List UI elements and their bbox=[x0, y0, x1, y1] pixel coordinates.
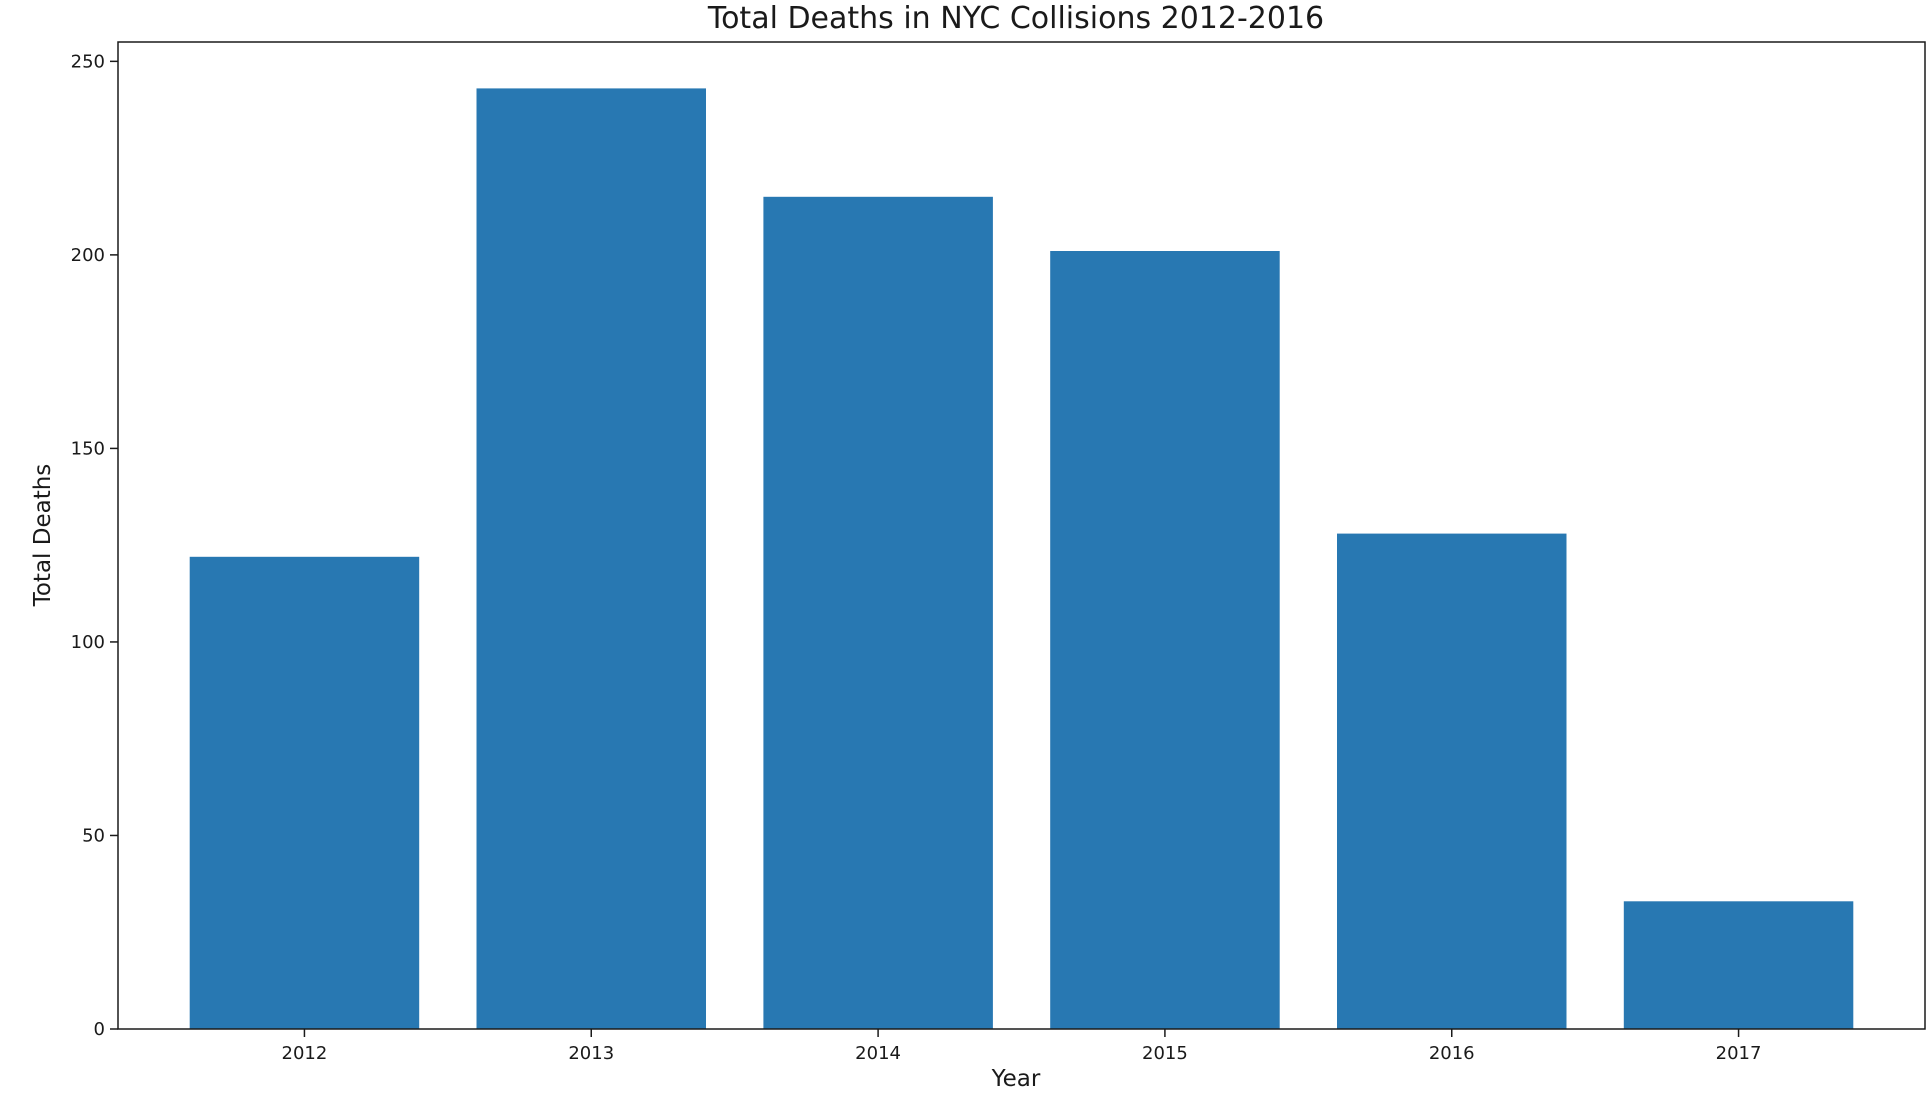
x-tick-label: 2016 bbox=[1429, 1043, 1475, 1064]
x-axis-title: Year bbox=[991, 1066, 1041, 1092]
bar-2015 bbox=[1050, 251, 1280, 1029]
bar-2016 bbox=[1337, 533, 1567, 1029]
chart-title: Total Deaths in NYC Collisions 2012-2016 bbox=[707, 1, 1324, 36]
bar-2013 bbox=[476, 88, 706, 1029]
y-axis-ticks: 0 50 100 150 200 250 bbox=[71, 51, 118, 1040]
y-tick-label: 250 bbox=[71, 51, 105, 72]
bar-2014 bbox=[763, 196, 993, 1030]
plot-area-frame bbox=[117, 41, 1926, 1030]
bar-2012 bbox=[189, 556, 420, 1029]
x-tick-label: 2014 bbox=[855, 1043, 901, 1064]
y-tick-label: 100 bbox=[71, 632, 105, 653]
x-tick-label: 2015 bbox=[1142, 1043, 1188, 1064]
y-tick-label: 200 bbox=[71, 245, 105, 266]
y-tick-label: 150 bbox=[71, 438, 105, 459]
x-tick-label: 2013 bbox=[568, 1043, 614, 1064]
y-axis-title: Total Deaths bbox=[30, 464, 56, 608]
x-tick-label: 2017 bbox=[1716, 1043, 1762, 1064]
bar-2017 bbox=[1623, 901, 1854, 1029]
bars-group bbox=[189, 88, 1854, 1030]
y-tick-label: 0 bbox=[94, 1019, 105, 1040]
y-tick-label: 50 bbox=[82, 825, 105, 846]
x-tick-label: 2012 bbox=[282, 1043, 328, 1064]
x-axis-ticks: 2012 2013 2014 2015 2016 2017 bbox=[282, 1029, 1762, 1064]
